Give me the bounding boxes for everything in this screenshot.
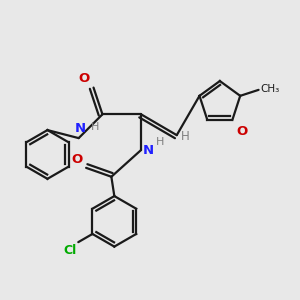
Text: H: H [181, 130, 190, 143]
Text: H: H [156, 137, 164, 147]
Text: Cl: Cl [63, 244, 76, 257]
Text: H: H [91, 122, 99, 132]
Text: O: O [71, 153, 82, 166]
Text: CH₃: CH₃ [260, 84, 279, 94]
Text: N: N [75, 122, 86, 134]
Text: O: O [79, 72, 90, 85]
Text: O: O [236, 125, 247, 138]
Text: N: N [143, 144, 154, 157]
